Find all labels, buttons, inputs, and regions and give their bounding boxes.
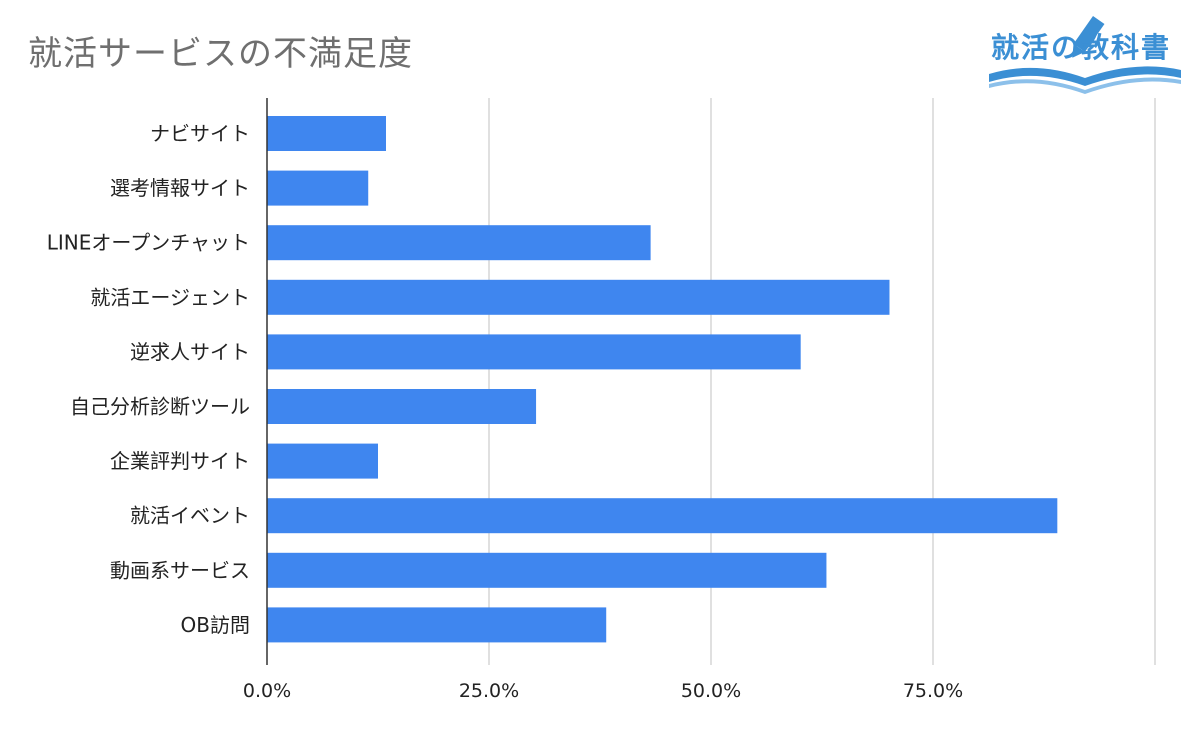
bar xyxy=(267,334,801,370)
bar xyxy=(267,170,369,206)
x-tick-label: 75.0% xyxy=(903,680,963,702)
x-tick-label: 50.0% xyxy=(681,680,741,702)
x-tick-label: 25.0% xyxy=(459,680,519,702)
category-label: 就活イベント xyxy=(130,504,250,528)
category-label: 自己分析診断ツール xyxy=(70,395,250,419)
bar xyxy=(267,225,651,261)
category-label: 企業評判サイト xyxy=(110,449,250,473)
bar xyxy=(267,498,1058,534)
logo-text: 就活の教科書 xyxy=(991,31,1172,64)
category-label: 逆求人サイト xyxy=(130,340,250,364)
bars xyxy=(267,116,1058,643)
logo-graphic xyxy=(989,16,1181,94)
chart-title: 就活サービスの不満足度 xyxy=(28,34,413,74)
category-label: OB訪問 xyxy=(181,613,250,637)
category-label: 選考情報サイト xyxy=(110,176,250,200)
x-tick-label: 0.0% xyxy=(243,680,291,702)
bar xyxy=(267,607,607,643)
bar xyxy=(267,279,890,315)
bar xyxy=(267,116,386,151)
category-label: 動画系サービス xyxy=(110,558,250,582)
category-label: ナビサイト xyxy=(150,122,250,146)
logo: 就活の教科書 xyxy=(985,8,1185,98)
tick-labels: 0.0% 25.0% 50.0% 75.0% xyxy=(243,680,963,702)
bar xyxy=(267,443,378,479)
category-label: LINEオープンチャット xyxy=(47,231,250,255)
bar xyxy=(267,552,827,588)
bar xyxy=(267,389,537,424)
category-label: 就活エージェント xyxy=(90,285,250,309)
